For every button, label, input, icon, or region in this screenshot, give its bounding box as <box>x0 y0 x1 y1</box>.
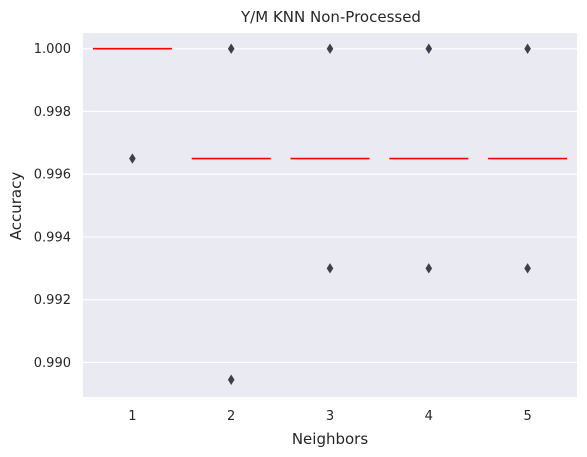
y-tick-label: 1.000 <box>34 42 71 57</box>
outlier-marker <box>326 43 334 54</box>
x-tick-label: 1 <box>128 409 136 424</box>
y-tick-label: 0.998 <box>34 105 71 120</box>
x-axis-label: Neighbors <box>292 430 369 448</box>
x-tick-label: 4 <box>425 409 433 424</box>
outlier-points <box>129 43 531 385</box>
y-axis-ticks: 0.990 0.992 0.994 0.996 0.998 1.000 <box>34 42 71 371</box>
y-tick-label: 0.996 <box>34 168 71 183</box>
y-tick-label: 0.990 <box>34 356 71 371</box>
x-tick-label: 5 <box>523 409 531 424</box>
outlier-marker <box>227 374 235 385</box>
plot-area <box>83 33 577 397</box>
outlier-marker <box>425 43 433 54</box>
outlier-marker <box>524 43 531 54</box>
y-axis-label: Accuracy <box>7 172 25 241</box>
outlier-marker <box>524 263 531 274</box>
y-tick-label: 0.992 <box>34 293 71 308</box>
x-tick-label: 2 <box>227 409 235 424</box>
x-axis-ticks: 1 2 3 4 5 <box>128 409 531 424</box>
outlier-marker <box>326 263 334 274</box>
chart-title: Y/M KNN Non-Processed <box>240 8 421 26</box>
outlier-marker <box>129 153 136 164</box>
median-lines <box>92 47 568 160</box>
outlier-marker <box>227 43 235 54</box>
x-tick-label: 3 <box>326 409 334 424</box>
y-tick-label: 0.994 <box>34 230 71 245</box>
outlier-marker <box>425 263 433 274</box>
